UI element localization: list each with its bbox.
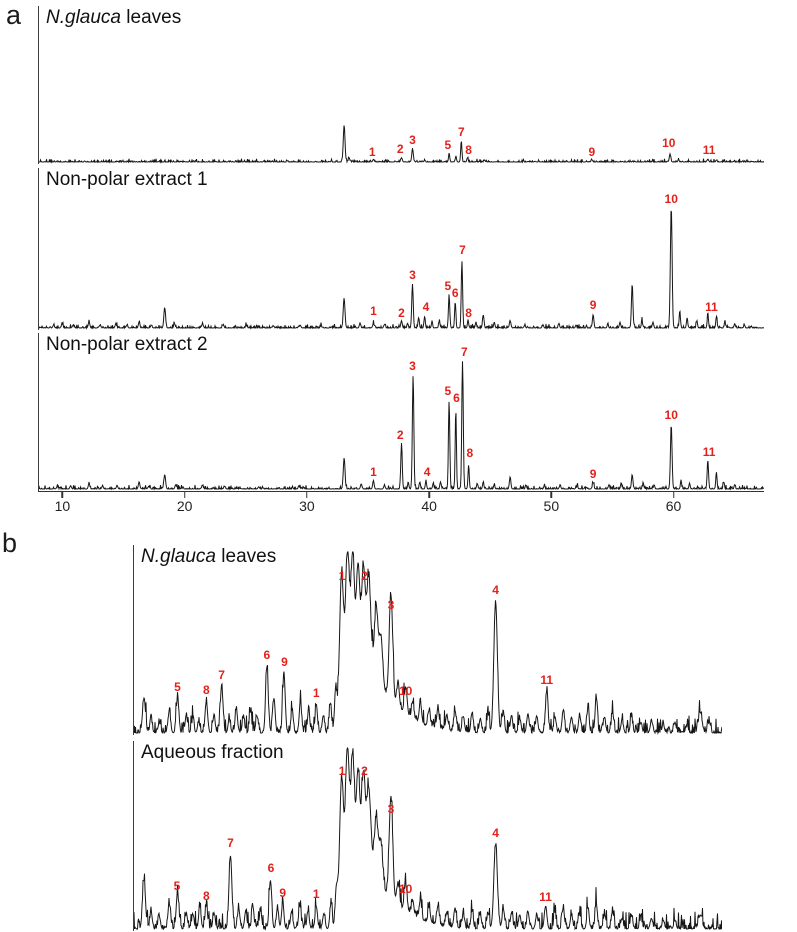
peak-number-label: 6 <box>453 390 460 405</box>
peak-number-label: 5 <box>173 878 181 893</box>
trace-title-rest: leaves <box>121 7 182 28</box>
trace-title-rest: Aqueous fraction <box>141 742 284 763</box>
peak-number-label: 9 <box>279 885 287 900</box>
chromatogram-a-nglauca-leaves: N.glauca leaves 1 2 3 5 7 8 9 10 11 <box>38 6 764 164</box>
peak-number-label: 11 <box>702 143 716 158</box>
trace-plot-area <box>134 746 722 931</box>
trace-title-italic: N.glauca <box>46 7 121 28</box>
trace-title: N.glauca leaves <box>141 546 276 568</box>
trace-title: N.glauca leaves <box>46 7 181 29</box>
peak-number-label: 1 <box>338 763 346 778</box>
peak-number-label: 5 <box>444 138 452 153</box>
peak-number-label: 9 <box>281 654 288 669</box>
peak-number-label: 9 <box>589 298 597 313</box>
peak-number-label: 9 <box>589 467 597 482</box>
trace-title: Aqueous fraction <box>141 742 284 764</box>
axis-tick <box>306 492 308 498</box>
peak-number-label: 1 <box>370 304 377 319</box>
peak-number-label: 11 <box>539 889 552 904</box>
trace-title: Non-polar extract 1 <box>46 169 208 191</box>
trace-title-rest: leaves <box>216 546 277 567</box>
trace-line <box>39 361 764 491</box>
peak-number-label: 1 <box>370 465 377 480</box>
peak-number-label: 10 <box>398 684 413 699</box>
trace-title-italic: N.glauca <box>141 546 216 567</box>
peak-number-label: 8 <box>202 682 210 697</box>
peak-number-label: 9 <box>588 145 596 160</box>
trace-plot-area <box>39 125 764 164</box>
chromatogram-b-nglauca-leaves: N.glauca leaves 5 8 7 6 9 1 1 2 3 10 4 11 <box>133 545 722 735</box>
peak-number-label: 10 <box>664 407 678 422</box>
chromatogram-a-nonpolar-extract-1: Non-polar extract 1 1 2 3 4 5 6 7 8 9 10 11 <box>38 168 764 330</box>
peak-number-label: 11 <box>705 300 718 315</box>
peak-number-label: 11 <box>540 673 554 688</box>
peak-number-label: 2 <box>361 568 368 583</box>
peak-number-label: 7 <box>227 835 234 850</box>
peak-number-label: 7 <box>461 345 468 360</box>
x-axis-panel-a: 10 20 30 40 50 60 <box>38 491 764 520</box>
peak-number-label: 2 <box>398 306 405 321</box>
peak-number-label: 5 <box>174 679 181 694</box>
peak-number-label: 8 <box>466 446 474 461</box>
trace-plot-area <box>39 210 764 330</box>
trace-line <box>134 746 722 931</box>
peak-number-label: 4 <box>492 582 499 597</box>
peak-number-label: 1 <box>368 145 376 160</box>
peak-number-label: 3 <box>409 132 416 147</box>
trace-line <box>134 551 722 735</box>
peak-number-label: 1 <box>312 887 320 902</box>
peak-number-label: 7 <box>459 243 466 258</box>
peak-number-label: 8 <box>465 143 472 158</box>
peak-number-label: 5 <box>444 279 452 294</box>
chromatogram-b-aqueous-fraction: Aqueous fraction 5 8 7 6 9 1 1 2 3 10 4 11 <box>133 741 722 931</box>
peak-number-label: 2 <box>396 427 404 442</box>
axis-tick-label: 20 <box>176 498 193 514</box>
axis-tick <box>672 492 675 498</box>
trace-title: Non-polar extract 2 <box>46 334 208 356</box>
peak-number-label: 3 <box>409 267 416 282</box>
panel-a-label: a <box>6 0 22 30</box>
peak-number-label: 2 <box>396 141 404 156</box>
peak-number-label: 6 <box>451 285 459 300</box>
peak-number-label: 5 <box>444 383 452 398</box>
trace-line <box>39 125 764 164</box>
peak-number-label: 4 <box>423 465 431 480</box>
axis-tick-label: 60 <box>665 498 682 514</box>
axis-tick-label: 10 <box>54 498 71 514</box>
axis-tick <box>61 492 64 498</box>
peak-number-label: 1 <box>312 686 320 701</box>
trace-title-rest: Non-polar extract 2 <box>46 334 208 355</box>
peak-number-label: 4 <box>422 299 430 314</box>
peak-number-label: 6 <box>267 861 275 876</box>
peak-number-label: 3 <box>387 598 395 613</box>
peak-number-label: 11 <box>702 444 716 459</box>
chromatogram-a-nonpolar-extract-2: Non-polar extract 2 1 2 3 4 5 6 7 8 9 10 11 <box>38 333 764 491</box>
peak-number-label: 10 <box>398 882 413 897</box>
trace-line <box>39 210 764 330</box>
peak-number-label: 8 <box>202 889 210 904</box>
axis-tick-label: 50 <box>543 498 560 514</box>
peak-number-label: 3 <box>387 802 395 817</box>
axis-tick-label: 40 <box>421 498 437 514</box>
peak-number-label: 10 <box>662 136 676 151</box>
peak-number-label: 8 <box>465 306 472 321</box>
peak-number-label: 10 <box>664 192 678 207</box>
peak-number-label: 1 <box>338 568 346 583</box>
panel-b-label: b <box>2 528 18 558</box>
axis-tick <box>428 492 430 498</box>
trace-title-rest: Non-polar extract 1 <box>46 169 208 190</box>
peak-number-label: 2 <box>361 763 368 778</box>
peak-number-label: 4 <box>492 826 499 841</box>
trace-plot-area <box>134 551 722 735</box>
axis-tick <box>183 492 186 498</box>
peak-number-label: 7 <box>457 124 465 139</box>
axis-tick <box>550 492 553 498</box>
peak-number-label: 6 <box>263 647 271 662</box>
peak-number-label: 7 <box>218 667 225 682</box>
trace-plot-area <box>39 361 764 491</box>
peak-number-label: 3 <box>409 358 416 373</box>
axis-tick-label: 30 <box>299 498 315 514</box>
